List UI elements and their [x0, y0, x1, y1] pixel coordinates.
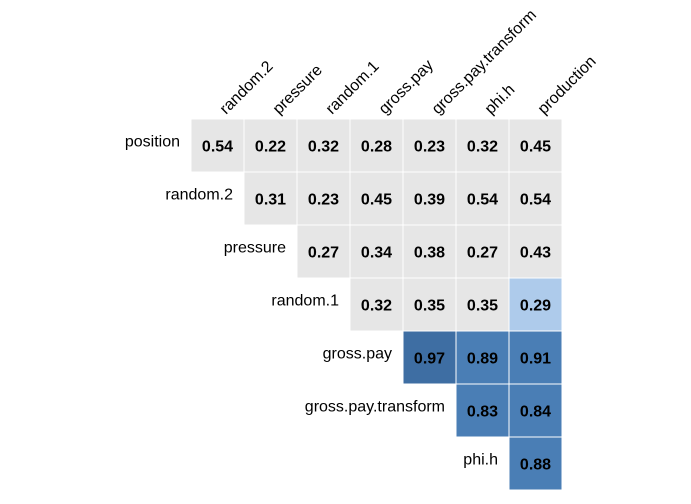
column-label-pressure: pressure — [270, 62, 326, 118]
heatmap-cell-gross.pay-production — [509, 331, 562, 384]
cell-value-label: 0.38 — [414, 245, 445, 262]
cell-value-label: 0.34 — [361, 245, 392, 262]
cell-value-label: 0.45 — [520, 139, 551, 156]
cell-value-label: 0.43 — [520, 245, 551, 262]
heatmap-cell-phi.h-production — [509, 437, 562, 490]
heatmap-cell-random.1-production — [509, 278, 562, 331]
cell-value-label: 0.54 — [520, 192, 551, 209]
heatmap-cell-random.2-phi.h — [456, 172, 509, 225]
cell-value-label: 0.84 — [520, 404, 551, 421]
cell-value-label: 0.39 — [414, 192, 445, 209]
column-label-gross.pay: gross.pay — [376, 57, 437, 118]
heatmap-cell-position-production — [509, 119, 562, 172]
heatmap-cell-random.1-phi.h — [456, 278, 509, 331]
cell-value-label: 0.45 — [361, 192, 392, 209]
cell-value-label: 0.83 — [467, 404, 498, 421]
heatmap-cell-random.1-gross.pay.transform — [403, 278, 456, 331]
cell-value-label: 0.97 — [414, 351, 445, 368]
heatmap-cell-random.2-random.1 — [297, 172, 350, 225]
row-label-position: position — [125, 134, 180, 151]
row-label-random.1: random.1 — [271, 293, 339, 310]
heatmap-cell-pressure-phi.h — [456, 225, 509, 278]
cell-value-label: 0.31 — [255, 192, 286, 209]
row-label-pressure: pressure — [224, 240, 286, 257]
cell-value-label: 0.32 — [361, 298, 392, 315]
row-labels: position random.2 pressure random.1 gross.pa… — [125, 134, 498, 469]
cell-value-label: 0.32 — [308, 139, 339, 156]
heatmap-cell-pressure-random.1 — [297, 225, 350, 278]
row-label-gross.pay: gross.pay — [323, 346, 392, 363]
cell-value-label: 0.29 — [520, 298, 551, 315]
heatmap-cell-position-gross.pay.transform — [403, 119, 456, 172]
heatmap-cell-random.1-gross.pay — [350, 278, 403, 331]
heatmap-cell-gross.pay.transform-phi.h — [456, 384, 509, 437]
heatmap-cell-random.2-pressure — [244, 172, 297, 225]
cell-value-label: 0.22 — [255, 139, 286, 156]
cell-value-label: 0.23 — [414, 139, 445, 156]
row-label-phi.h: phi.h — [463, 452, 498, 469]
row-label-gross.pay.transform: gross.pay.transform — [305, 399, 445, 416]
cell-value-label: 0.35 — [414, 298, 445, 315]
heatmap-cell-pressure-gross.pay — [350, 225, 403, 278]
column-label-phi.h: phi.h — [482, 81, 519, 118]
heatmap-cell-pressure-production — [509, 225, 562, 278]
heatmap-cell-random.2-gross.pay.transform — [403, 172, 456, 225]
heatmap-cell-position-random.1 — [297, 119, 350, 172]
column-label-production: production — [535, 53, 600, 118]
cell-value-label: 0.91 — [520, 351, 551, 368]
cell-value-label: 0.23 — [308, 192, 339, 209]
heatmap-cell-gross.pay-gross.pay.transform — [403, 331, 456, 384]
heatmap-cell-gross.pay-phi.h — [456, 331, 509, 384]
cell-value-label: 0.27 — [308, 245, 339, 262]
heatmap-cell-gross.pay.transform-production — [509, 384, 562, 437]
heatmap-cells: 0.54 0.22 0.32 0.28 0.23 0.32 0.45 0.31 0.23 0.45… — [191, 119, 562, 490]
column-label-gross.pay.transform: gross.pay.transform — [429, 7, 540, 118]
heatmap-cell-position-pressure — [244, 119, 297, 172]
cell-value-label: 0.28 — [361, 139, 392, 156]
cell-value-label: 0.32 — [467, 139, 498, 156]
heatmap-cell-position-phi.h — [456, 119, 509, 172]
heatmap-cell-pressure-gross.pay.transform — [403, 225, 456, 278]
cell-value-label: 0.35 — [467, 298, 498, 315]
cell-value-label: 0.54 — [202, 139, 233, 156]
cell-value-label: 0.88 — [520, 457, 551, 474]
column-labels: random.2pressurerandom.1gross.paygross.p… — [217, 7, 600, 118]
column-label-random.2: random.2 — [217, 58, 277, 118]
heatmap-cell-position-random.2 — [191, 119, 244, 172]
heatmap-cell-position-gross.pay — [350, 119, 403, 172]
heatmap-cell-random.2-production — [509, 172, 562, 225]
column-label-random.1: random.1 — [323, 58, 383, 118]
cell-value-label: 0.54 — [467, 192, 498, 209]
cell-value-label: 0.27 — [467, 245, 498, 262]
heatmap-cell-random.2-gross.pay — [350, 172, 403, 225]
row-label-random.2: random.2 — [165, 187, 233, 204]
cell-value-label: 0.89 — [467, 351, 498, 368]
